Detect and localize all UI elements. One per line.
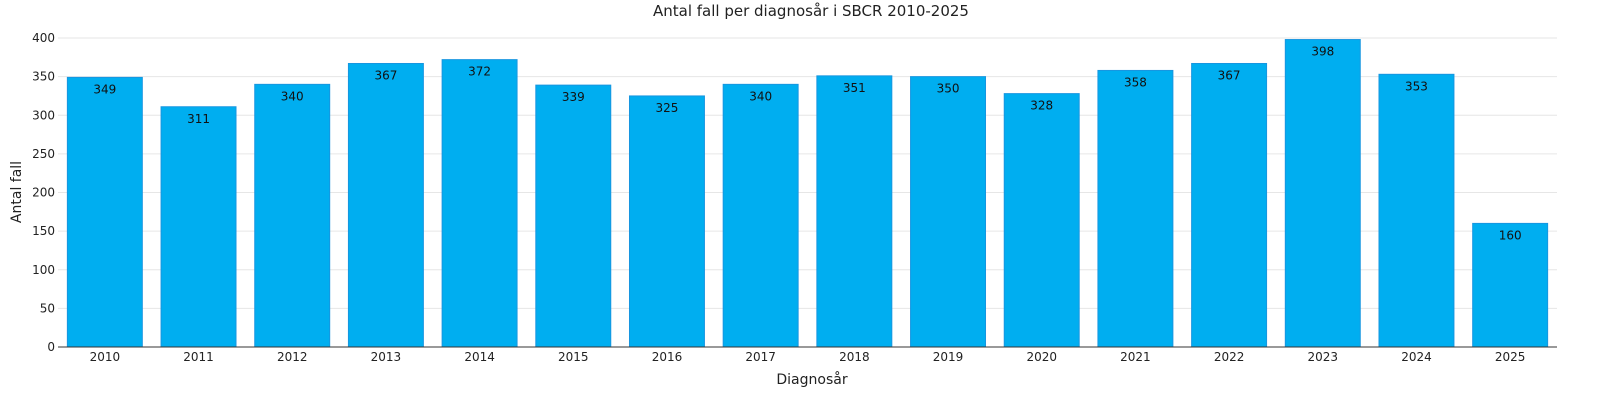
bar xyxy=(347,62,424,348)
data-label: 160 xyxy=(1499,228,1522,242)
bar xyxy=(66,76,143,348)
x-tick-label: 2020 xyxy=(1026,350,1057,364)
y-tick-label: 250 xyxy=(32,147,55,161)
bar xyxy=(1191,62,1268,348)
data-label: 353 xyxy=(1405,79,1428,93)
data-label: 325 xyxy=(656,101,679,115)
x-tick-label: 2012 xyxy=(277,350,308,364)
x-tick-label: 2024 xyxy=(1401,350,1432,364)
data-label: 367 xyxy=(1218,68,1241,82)
data-label: 340 xyxy=(281,89,304,103)
bar xyxy=(1284,39,1361,348)
x-tick-label: 2018 xyxy=(839,350,870,364)
y-tick-label: 100 xyxy=(32,263,55,277)
data-label: 372 xyxy=(468,65,491,79)
bars xyxy=(66,39,1549,348)
data-label: 311 xyxy=(187,112,210,126)
x-tick-label: 2011 xyxy=(183,350,214,364)
x-tick-label: 2013 xyxy=(371,350,402,364)
data-label: 350 xyxy=(937,82,960,96)
x-tick-label: 2023 xyxy=(1308,350,1339,364)
x-axis-title: Diagnosår xyxy=(776,371,847,388)
x-axis-ticks: 2010 2011 2012 2013 2014 2015 2016 2017 2018 2019… xyxy=(90,350,1526,364)
y-tick-label: 400 xyxy=(32,31,55,45)
bar xyxy=(816,75,893,348)
data-label: 328 xyxy=(1030,99,1053,113)
data-label: 349 xyxy=(93,82,116,96)
bar xyxy=(535,84,612,348)
bar xyxy=(1097,69,1174,348)
bar xyxy=(1472,222,1549,348)
x-tick-label: 2021 xyxy=(1120,350,1151,364)
y-axis-title: Antal fall xyxy=(9,161,25,223)
data-labels: 349 311 340 367 372 339 325 340 351 350 328 358 367 3… xyxy=(93,45,1521,243)
x-tick-label: 2025 xyxy=(1495,350,1526,364)
data-label: 340 xyxy=(749,89,772,103)
x-tick-label: 2022 xyxy=(1214,350,1245,364)
data-label: 351 xyxy=(843,81,866,95)
bar xyxy=(1378,73,1455,348)
data-label: 367 xyxy=(374,68,397,82)
bar xyxy=(160,106,237,348)
y-tick-label: 300 xyxy=(32,108,55,122)
data-label: 339 xyxy=(562,90,585,104)
bar xyxy=(628,95,705,348)
bar xyxy=(441,59,518,348)
x-tick-label: 2015 xyxy=(558,350,589,364)
x-tick-label: 2010 xyxy=(90,350,121,364)
chart-title: Antal fall per diagnosår i SBCR 2010-202… xyxy=(653,2,969,20)
bar xyxy=(254,83,331,348)
bar xyxy=(722,83,799,348)
y-tick-label: 350 xyxy=(32,70,55,84)
y-axis-ticks: 0 50 100 150 200 250 300 350 400 xyxy=(32,31,55,354)
y-tick-label: 150 xyxy=(32,224,55,238)
bar xyxy=(910,76,987,348)
x-tick-label: 2017 xyxy=(745,350,776,364)
y-tick-label: 200 xyxy=(32,186,55,200)
data-label: 398 xyxy=(1311,45,1334,59)
x-tick-label: 2019 xyxy=(933,350,964,364)
x-tick-label: 2016 xyxy=(652,350,683,364)
x-tick-label: 2014 xyxy=(464,350,495,364)
y-tick-label: 50 xyxy=(40,301,55,315)
bar xyxy=(1003,93,1080,348)
data-label: 358 xyxy=(1124,75,1147,89)
y-tick-label: 0 xyxy=(47,340,55,354)
